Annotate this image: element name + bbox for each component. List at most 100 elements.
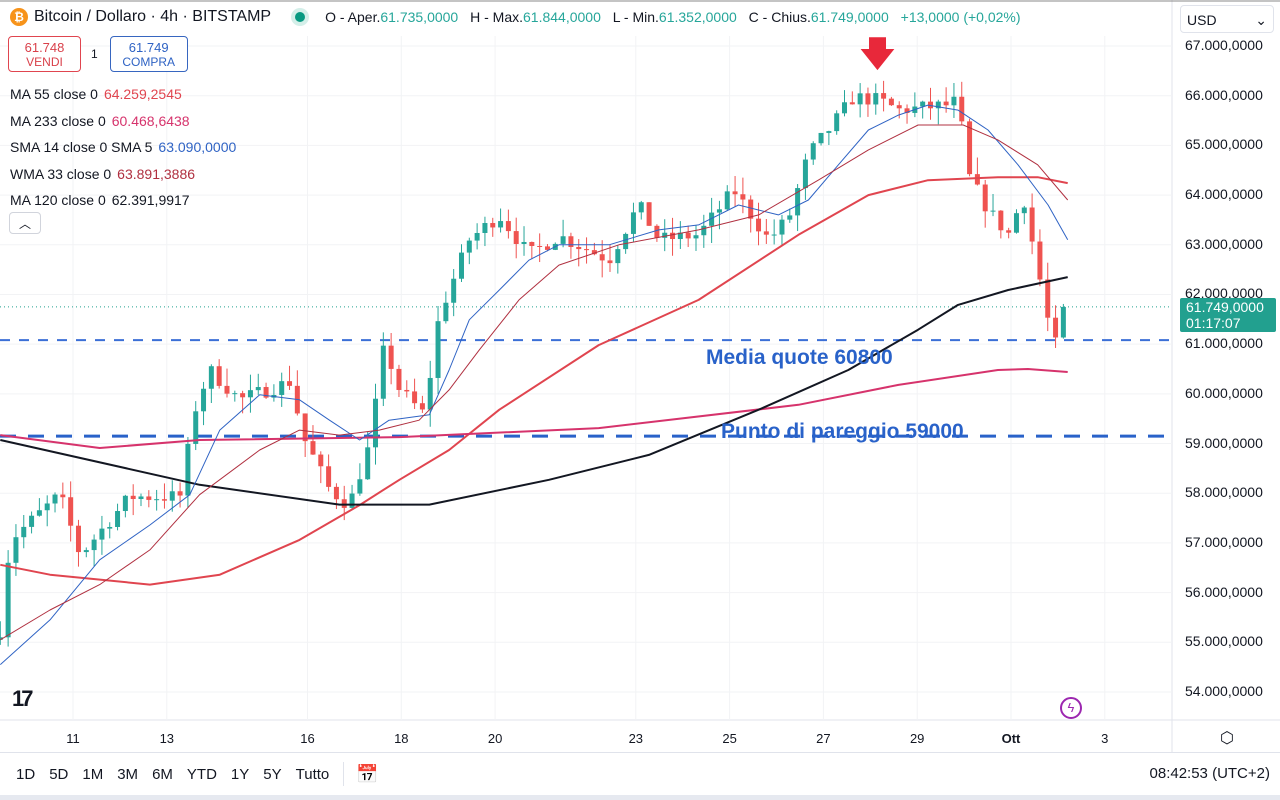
candle-body <box>584 249 590 251</box>
candle-body <box>1053 317 1059 338</box>
candle-body <box>881 93 887 99</box>
range-5y[interactable]: 5Y <box>263 765 282 783</box>
candle-body <box>240 393 246 398</box>
candle-body <box>177 491 183 496</box>
candle-body <box>130 495 136 500</box>
range-ytd[interactable]: YTD <box>186 765 217 783</box>
series-ma-55 <box>0 176 1068 586</box>
candle-body <box>513 231 519 244</box>
candle-body <box>873 93 879 105</box>
price-label: 66.000,0000 <box>1185 86 1263 103</box>
candle-body <box>1021 207 1027 214</box>
candle-body <box>1006 230 1012 233</box>
candle-body <box>36 510 42 516</box>
candle-body <box>943 101 949 106</box>
candle-body <box>974 174 980 185</box>
quantity: 1 <box>91 47 98 61</box>
down-arrow-icon: 🡇 <box>860 35 895 73</box>
price-label: 54.000,0000 <box>1185 682 1263 699</box>
candle-body <box>0 637 3 640</box>
symbol-title[interactable]: Bitcoin / Dollaro · 4h · BITSTAMP <box>34 8 272 25</box>
series-ma-120 <box>0 276 1068 506</box>
candle-body <box>357 479 363 494</box>
price-label: 59.000,0000 <box>1185 434 1263 451</box>
goto-date-icon[interactable]: 📅 <box>356 763 379 784</box>
candle-body <box>529 241 535 246</box>
range-1m[interactable]: 1M <box>82 765 104 783</box>
candle-body <box>380 345 386 399</box>
price-label: 57.000,0000 <box>1185 533 1263 550</box>
candle-body <box>5 562 11 638</box>
candle-body <box>646 202 652 226</box>
candle-body <box>169 491 175 501</box>
candle-body <box>161 499 167 501</box>
range-5d[interactable]: 5D <box>49 765 69 783</box>
candle-body <box>630 212 636 234</box>
candle-body <box>834 113 840 132</box>
range-6m[interactable]: 6M <box>152 765 173 783</box>
candle-body <box>998 210 1004 231</box>
candle-body <box>154 499 160 501</box>
candle-body <box>677 232 683 240</box>
candle-body <box>349 493 355 508</box>
range-1d[interactable]: 1D <box>16 765 36 783</box>
sell-button[interactable]: 61.748 VENDI <box>8 36 81 72</box>
range-3m[interactable]: 3M <box>117 765 139 783</box>
legend-wma33[interactable]: WMA 33 close 0 63.891,3886 <box>10 165 196 182</box>
candle-body <box>91 539 97 551</box>
symbol-header: ₿ Bitcoin / Dollaro · 4h · BITSTAMP O - … <box>10 8 1029 26</box>
tradingview-logo[interactable]: 17 <box>12 686 34 711</box>
time-label: 29 <box>909 731 925 746</box>
candle-body <box>865 93 871 105</box>
candle-body <box>396 368 402 390</box>
time-label: Ott <box>1001 731 1021 746</box>
candle-body <box>568 236 574 247</box>
candle-body <box>326 466 332 487</box>
market-status-icon <box>295 12 306 22</box>
candle-body <box>490 223 496 228</box>
price-chart[interactable] <box>0 0 1280 752</box>
candle-body <box>193 411 199 444</box>
legend-ma120[interactable]: MA 120 close 0 62.391,9917 <box>10 192 190 208</box>
collapse-legend-button[interactable]: ︿ <box>9 212 41 234</box>
candle-body <box>201 388 207 412</box>
bitcoin-icon: ₿ <box>10 8 28 26</box>
candle-body <box>638 202 644 213</box>
candle-body <box>654 225 660 238</box>
candle-body <box>247 390 253 398</box>
candle-body <box>208 366 214 389</box>
candle-body <box>75 525 81 553</box>
candle-body <box>373 398 379 448</box>
avg-price-annotation: Media quote 60800 <box>706 346 893 369</box>
legend-ma55[interactable]: MA 55 close 0 64.259,2545 <box>10 86 182 102</box>
range-all[interactable]: Tutto <box>295 765 330 783</box>
candle-body <box>1037 241 1043 280</box>
legend-sma14[interactable]: SMA 14 close 0 SMA 5 63.090,0000 <box>10 139 237 155</box>
settings-icon[interactable]: ⬡ <box>1220 730 1234 747</box>
buy-button[interactable]: 61.749 COMPRA <box>109 36 188 72</box>
candle-body <box>888 98 894 106</box>
trade-panel: 61.748 VENDI 1 61.749 COMPRA <box>8 36 188 72</box>
candle-body <box>474 232 480 241</box>
candle-body <box>255 387 261 391</box>
range-1y[interactable]: 1Y <box>230 765 250 783</box>
candle-body <box>318 454 324 467</box>
candle-body <box>537 245 543 247</box>
candle-body <box>544 246 550 250</box>
candle-body <box>146 496 152 500</box>
candle-body <box>13 537 19 563</box>
price-label: 55.000,0000 <box>1185 633 1263 650</box>
candle-body <box>263 387 269 398</box>
candle-body <box>341 499 347 508</box>
candle-body <box>756 218 762 232</box>
candle-body <box>388 345 394 369</box>
candle-body <box>122 495 128 512</box>
currency-select[interactable]: USD ⌄ <box>1180 5 1274 33</box>
divider <box>343 762 345 786</box>
time-label: 11 <box>66 731 80 746</box>
legend-ma233[interactable]: MA 233 close 0 60.468,6438 <box>10 112 190 129</box>
time-label: 3 <box>1101 731 1109 746</box>
lightning-icon[interactable]: ϟ <box>1060 697 1082 719</box>
price-label: 58.000,0000 <box>1185 484 1263 501</box>
